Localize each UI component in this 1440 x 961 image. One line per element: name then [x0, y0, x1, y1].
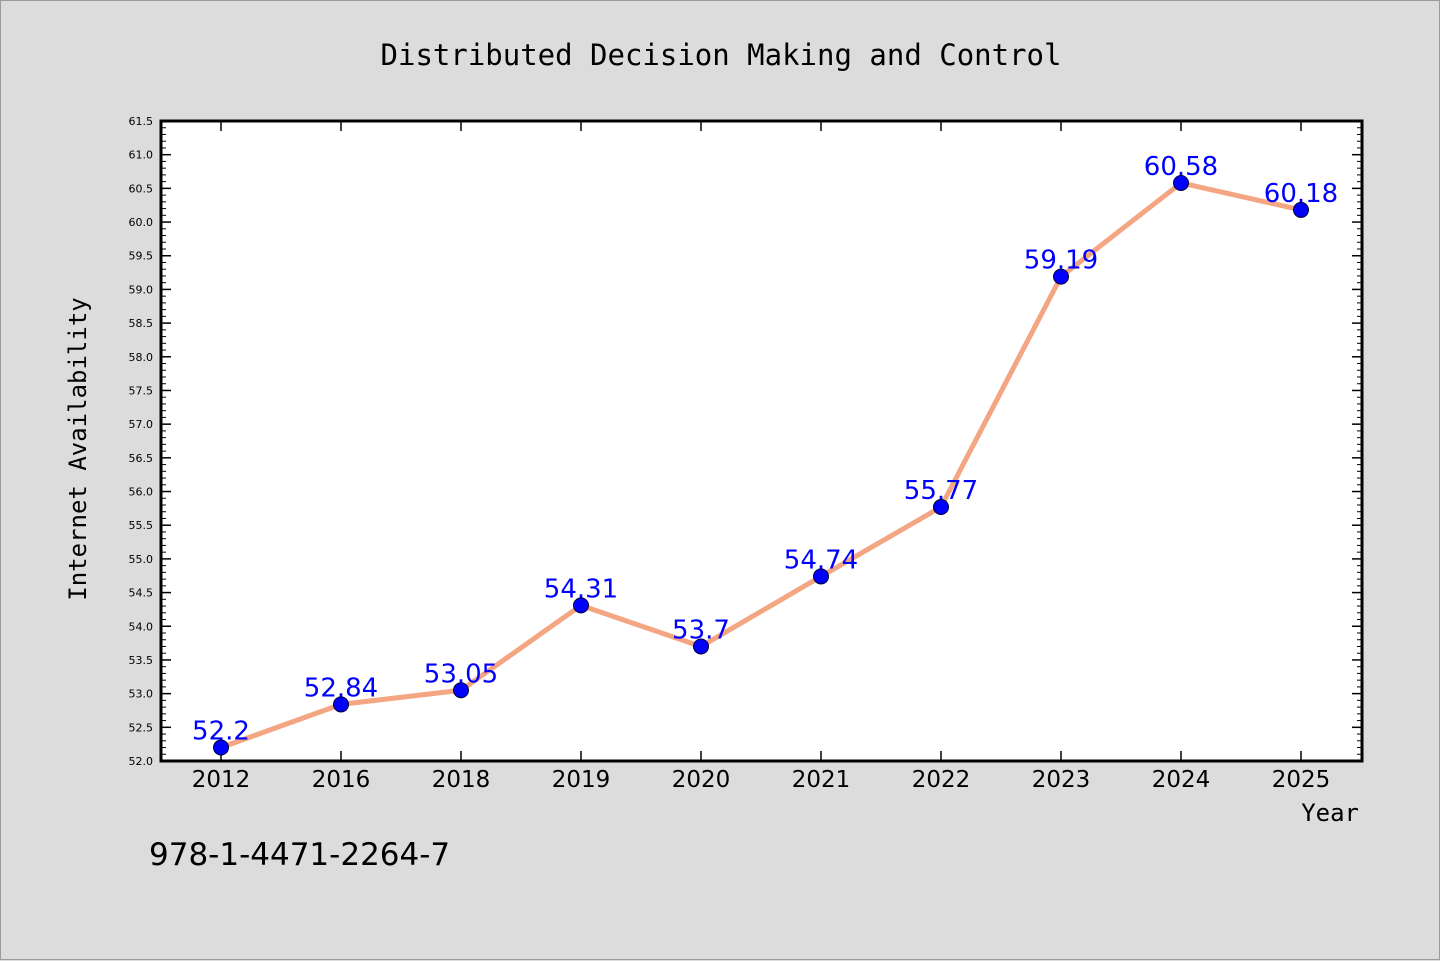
data-label: 52.84 [304, 673, 378, 703]
y-tick-label: 52.0 [129, 755, 154, 768]
data-label: 54.74 [784, 545, 858, 575]
y-tick-label: 52.5 [129, 721, 154, 734]
data-label: 55.77 [904, 476, 978, 506]
x-tick-label: 2023 [1032, 767, 1091, 793]
x-tick-label: 2019 [552, 767, 611, 793]
data-label: 54.31 [544, 574, 618, 604]
series-line [218, 180, 1304, 751]
data-point [453, 682, 469, 699]
x-axis: 2012 2016 2018 2019 2020 2021 2022 2023 2024 2025 [192, 121, 1331, 793]
x-tick-label: 2022 [912, 767, 971, 793]
x-axis-label: Year [1301, 799, 1359, 827]
data-point [573, 597, 589, 614]
y-tick-label: 61.0 [129, 149, 154, 162]
y-tick-label: 54.0 [129, 620, 154, 633]
data-point [1173, 174, 1189, 191]
x-tick-label: 2018 [432, 767, 491, 793]
x-tick-label: 2024 [1152, 767, 1211, 793]
y-tick-label: 59.0 [129, 283, 154, 296]
x-tick-label: 2012 [192, 767, 251, 793]
data-label: 59.19 [1024, 246, 1098, 276]
data-point [693, 638, 709, 655]
y-tick-label: 54.5 [129, 587, 154, 600]
x-tick-label: 2016 [312, 767, 371, 793]
data-point [1293, 201, 1309, 218]
y-tick-label: 55.0 [129, 553, 154, 566]
y-tick-label: 55.5 [129, 519, 154, 532]
data-point [933, 499, 949, 516]
data-label: 60.18 [1264, 179, 1338, 209]
x-tick-label: 2025 [1272, 767, 1331, 793]
y-axis-label: Internet Availability [64, 297, 92, 600]
data-label: 52.2 [192, 717, 250, 747]
y-tick-label: 57.0 [129, 418, 154, 431]
y-tick-label: 58.0 [129, 351, 154, 364]
data-point [333, 696, 349, 713]
y-tick-label: 56.5 [129, 452, 154, 465]
plot-area [159, 119, 1364, 763]
y-tick-label: 53.5 [129, 654, 154, 667]
y-tick-label: 60.0 [129, 216, 154, 229]
y-tick-label: 53.0 [129, 688, 154, 701]
y-tick-label: 60.5 [129, 182, 154, 195]
data-point [213, 739, 229, 756]
data-label: 53.7 [672, 615, 730, 645]
y-tick-label: 57.5 [129, 384, 154, 397]
y-tick-label: 58.5 [129, 317, 154, 330]
data-point [1053, 268, 1069, 285]
data-label: 53.05 [424, 659, 498, 689]
data-point [813, 568, 829, 585]
y-tick-label: 59.5 [129, 250, 154, 263]
data-series: 52.2 52.84 53.05 54.31 53.7 54.74 55.77 59.19 60… [192, 152, 1338, 756]
chart-title: Distributed Decision Making and Control [381, 38, 1062, 72]
data-label: 60.58 [1144, 152, 1218, 182]
x-tick-label: 2020 [672, 767, 731, 793]
y-tick-label: 61.5 [129, 115, 154, 128]
y-axis: 52.0 52.5 53.0 53.5 54.0 54.5 55.0 55.5 56.0 56.5… [129, 115, 1362, 768]
isbn-text: 978-1-4471-2264-7 [149, 837, 450, 873]
x-tick-label: 2021 [792, 767, 851, 793]
y-tick-label: 56.0 [129, 486, 154, 499]
